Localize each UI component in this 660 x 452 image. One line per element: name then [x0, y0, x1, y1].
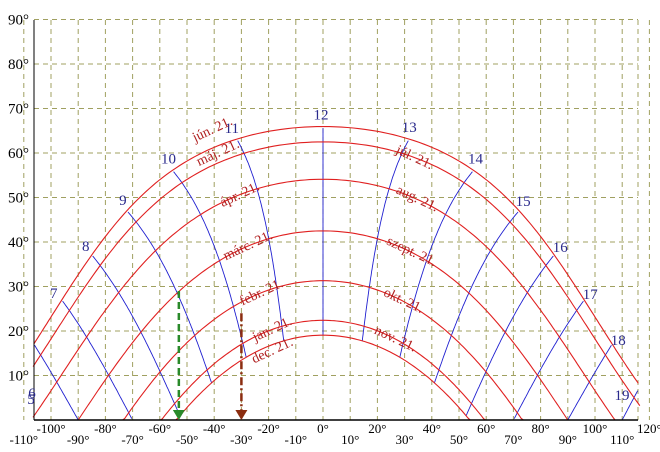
x-tick-label: 30° — [395, 432, 413, 447]
x-tick-label: 20° — [368, 421, 386, 436]
hour-label-8: 8 — [82, 239, 90, 255]
hour-line-11 — [237, 140, 285, 341]
horizontal-gridlines — [34, 19, 638, 376]
y-tick-label: 40° — [8, 235, 29, 251]
hour-label-7: 7 — [50, 286, 58, 302]
x-tick-label: -80° — [94, 421, 117, 436]
hour-label-9: 9 — [119, 193, 127, 209]
hour-line-15 — [433, 211, 519, 384]
x-tick-label: -70° — [121, 432, 144, 447]
x-tick-label: -50° — [176, 432, 199, 447]
date-label: márc. 21. — [221, 228, 275, 264]
date-curve — [77, 230, 569, 421]
x-tick-label: 0° — [317, 421, 329, 436]
hour-line-14 — [399, 171, 473, 358]
date-labels: jún. 21.máj. 21. júl. 21.ápr. 21. aug. 21.… — [189, 114, 440, 367]
x-tick-label: 10° — [341, 432, 359, 447]
x-tick-label: -100° — [36, 421, 65, 436]
vertical-gridlines — [23, 20, 650, 420]
x-tick-label: 90° — [559, 432, 577, 447]
hour-label-15: 15 — [516, 194, 531, 210]
hour-line-8 — [92, 255, 181, 416]
date-curves — [32, 126, 641, 421]
hour-line-13 — [361, 140, 409, 341]
x-tick-label: -10° — [285, 432, 308, 447]
arrow-markers — [172, 290, 248, 420]
x-tick-label: -60° — [149, 421, 172, 436]
hour-line-10 — [173, 171, 247, 358]
x-tick-label: -90° — [67, 432, 90, 447]
y-tick-label: 30° — [8, 280, 29, 296]
hour-label-12: 12 — [314, 108, 329, 124]
hour-label-5: 5 — [27, 392, 35, 408]
hour-label-18: 18 — [611, 333, 626, 349]
x-tick-label: 120° — [637, 421, 660, 436]
x-tick-label: -40° — [203, 421, 226, 436]
date-curve — [160, 319, 486, 421]
x-tick-labels: -110°-100°-90° -80° -70° -60° -50° -40° -30° -2… — [10, 421, 660, 447]
x-tick-label: -20° — [257, 421, 280, 436]
x-tick-label: 50° — [450, 432, 468, 447]
y-tick-label: 60° — [8, 146, 29, 162]
hour-label-6: 6 — [28, 386, 36, 402]
x-tick-label: 70° — [504, 432, 522, 447]
y-tick-label: 70° — [8, 102, 29, 118]
hour-line-16 — [465, 255, 554, 416]
hour-line-7 — [62, 300, 133, 419]
hour-line-19 — [622, 390, 639, 420]
hour-line-9 — [127, 211, 213, 384]
hour-label-14: 14 — [468, 151, 484, 167]
hour-label-11: 11 — [225, 121, 239, 137]
hour-label-10: 10 — [161, 151, 176, 167]
x-tick-label: 110° — [610, 432, 634, 447]
date-label: aug. 21. — [394, 183, 441, 215]
date-curve — [32, 141, 641, 407]
date-label: szept. 21. — [384, 234, 439, 270]
green-dashed-arrow-head — [172, 410, 185, 420]
hour-label-17: 17 — [583, 287, 599, 303]
y-tick-label: 90° — [8, 13, 29, 29]
x-tick-label: 100° — [583, 421, 608, 436]
hour-label-13: 13 — [402, 120, 417, 136]
y-tick-label: 10° — [8, 369, 29, 385]
x-tick-label: 80° — [531, 421, 549, 436]
y-tick-label: 50° — [8, 191, 29, 207]
hour-label-16: 16 — [553, 240, 569, 256]
hour-labels: 56 7 8 9 10 11 12 13 14 15 16 17 18 19 — [27, 108, 629, 408]
x-tick-label: 40° — [423, 421, 441, 436]
y-tick-labels: 10° 20° 30° 40° 50° 60° 70° 80° 90° — [8, 13, 29, 385]
x-tick-label: -110° — [10, 432, 39, 447]
y-tick-label: 80° — [8, 57, 29, 73]
date-label: ápr. 21. — [218, 180, 262, 211]
hour-lines — [34, 128, 639, 421]
date-label: okt. 21. — [381, 285, 426, 317]
y-tick-label: 20° — [8, 324, 29, 340]
date-curve — [32, 178, 616, 421]
hour-line-17 — [513, 300, 584, 419]
date-label: júl. 21. — [392, 143, 435, 174]
date-label: febr. 21. — [238, 276, 286, 309]
x-tick-label: -30° — [230, 432, 253, 447]
brown-dashdot-arrow-head — [235, 410, 248, 420]
hour-label-19: 19 — [615, 388, 630, 404]
date-curve — [175, 334, 471, 421]
date-label: nov. 21. — [372, 323, 419, 355]
date-curve — [33, 126, 639, 384]
x-tick-label: 60° — [477, 421, 495, 436]
